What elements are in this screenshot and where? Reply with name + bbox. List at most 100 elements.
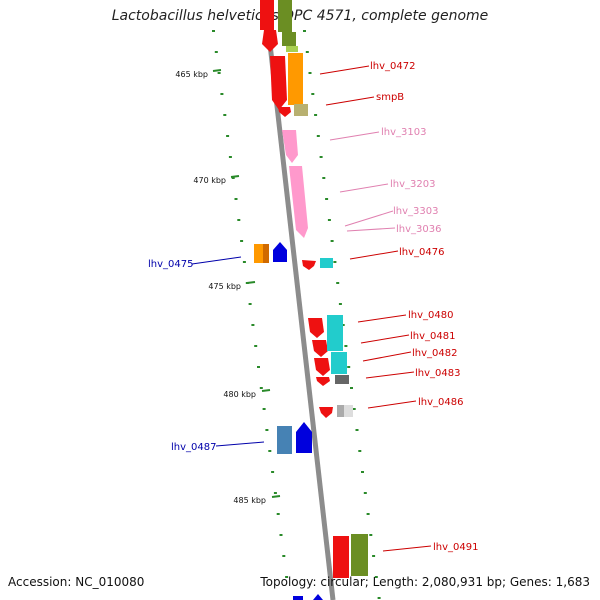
gc-dot — [322, 177, 326, 179]
gc-dot — [248, 303, 252, 305]
gene-feature-lhv-0487-steel — [277, 426, 292, 454]
leader-lhv-0480 — [357, 314, 407, 323]
label-lhv-0487: lhv_0487 — [171, 442, 216, 453]
gc-dot — [308, 72, 312, 74]
gc-dot — [257, 366, 260, 368]
gene-feature-lhv-0487 — [296, 422, 312, 453]
label-lhv-0483: lhv_0483 — [415, 368, 460, 379]
label-lhv-0475: lhv_0475 — [148, 259, 193, 270]
gene-feature — [282, 32, 296, 46]
gc-dot — [265, 429, 269, 431]
gene-feature-lhv-0483 — [316, 377, 330, 386]
leader-lhv-0486 — [367, 400, 417, 409]
leader-lhv-0491 — [382, 545, 432, 552]
gene-feature-lhv-3103 — [282, 130, 298, 163]
gene-feature — [293, 596, 303, 600]
gene-feature — [313, 594, 323, 600]
gene-feature — [335, 375, 349, 384]
gc-dot — [234, 198, 238, 200]
gc-dot — [217, 72, 221, 74]
leader-lhv-0475 — [191, 256, 242, 265]
ruler-label-470: 470 kbp — [193, 176, 226, 185]
gc-dot — [316, 135, 320, 137]
gc-dot — [220, 93, 224, 95]
accession-label: Accession: NC_010080 — [8, 575, 145, 589]
gc-dot — [212, 30, 215, 32]
leader-lhv-0483 — [365, 371, 415, 379]
gc-dot — [226, 135, 230, 137]
topology-label: Topology: circular; Length: 2,080,931 bp… — [260, 575, 590, 589]
gc-dot — [327, 219, 331, 221]
gc-dot — [214, 51, 218, 53]
ruler-tick — [212, 69, 222, 72]
leader-lhv-3036 — [346, 227, 396, 232]
leader-lhv-3203 — [339, 183, 389, 193]
gene-feature-lhv-0481 — [312, 340, 328, 357]
label-leaders — [191, 65, 432, 552]
gc-dot — [341, 324, 345, 326]
leader-lhv-3303 — [344, 210, 394, 227]
leader-lhv-3103 — [329, 131, 380, 141]
ruler-tick — [271, 495, 281, 498]
label-lhv-0491: lhv_0491 — [433, 542, 478, 553]
gc-dot — [279, 534, 283, 536]
label-lhv-3303: lhv_3303 — [393, 206, 438, 217]
gc-dot — [374, 576, 378, 578]
gene-feature-lhv-0475-orange — [254, 244, 263, 263]
gc-dot — [237, 219, 241, 221]
gc-dot — [366, 513, 370, 515]
gc-dot — [240, 240, 244, 242]
gc-dot — [355, 429, 359, 431]
gene-features — [254, 0, 368, 600]
gc-dot — [228, 156, 232, 158]
gc-dot — [363, 492, 367, 494]
gene-feature — [320, 258, 333, 268]
gene-feature — [260, 0, 274, 30]
leader-lhv-0487 — [215, 441, 265, 447]
gc-dot — [319, 156, 323, 158]
ruler-tick — [246, 281, 256, 284]
gene-feature-lhv-0472-left — [270, 56, 287, 110]
gene-feature-lhv-0476 — [302, 260, 316, 270]
gc-dot — [377, 597, 381, 599]
gene-feature-olive — [351, 534, 368, 576]
leader-lhv-0476 — [349, 250, 399, 260]
gc-dot — [347, 366, 351, 368]
gene-feature — [263, 244, 269, 263]
ruler-label-485: 485 kbp — [233, 496, 266, 505]
gene-feature — [262, 30, 278, 52]
gene-feature-lhv-3203 — [289, 166, 308, 238]
map-title: Lactobacillus helveticus DPC 4571, compl… — [111, 8, 489, 24]
gc-dot — [259, 387, 263, 389]
leader-lhv-0472 — [319, 65, 370, 75]
gene-feature-lhv-0482 — [314, 358, 330, 376]
ruler-tick — [230, 175, 240, 178]
leader-lhv-0481 — [360, 334, 410, 344]
gc-dot — [271, 471, 275, 473]
leader-lhv-0482 — [362, 351, 412, 362]
label-lhv-0480: lhv_0480 — [408, 310, 453, 321]
label-lhv-0476: lhv_0476 — [399, 247, 444, 258]
gc-dot — [273, 492, 277, 494]
gc-dot — [268, 450, 272, 452]
label-smpB: smpB — [376, 92, 404, 103]
gc-dot — [333, 261, 337, 263]
gc-dot — [344, 345, 348, 347]
gc-dot — [311, 93, 315, 95]
gc-dot — [338, 303, 342, 305]
label-lhv-0481: lhv_0481 — [410, 331, 455, 342]
gc-dot — [242, 261, 246, 263]
label-lhv-0482: lhv_0482 — [412, 348, 457, 359]
gc-dot — [314, 114, 318, 116]
gc-dot — [251, 324, 255, 326]
gc-dot — [369, 534, 373, 536]
gc-dot — [254, 345, 258, 347]
gene-feature-lhv-0491 — [333, 536, 349, 578]
gc-dot — [305, 51, 309, 53]
gene-feature — [278, 107, 291, 117]
gc-dot — [325, 198, 329, 200]
gene-feature-lhv-0480 — [308, 318, 324, 338]
ruler-label-465: 465 kbp — [175, 70, 208, 79]
